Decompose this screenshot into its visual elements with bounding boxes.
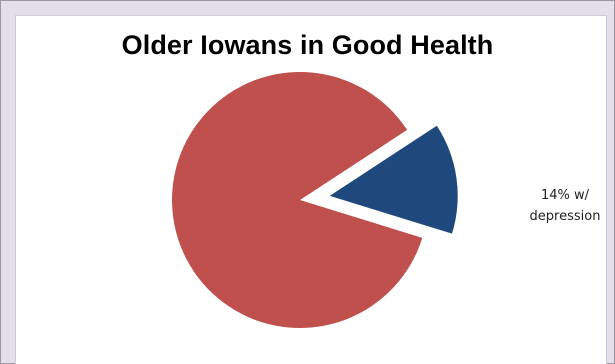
pie-slice-main <box>172 71 423 328</box>
chart-title: Older Iowans in Good Health <box>121 30 494 60</box>
data-label-depression: 14% w/ depression <box>529 188 601 224</box>
pie-slice-depression <box>329 125 458 234</box>
